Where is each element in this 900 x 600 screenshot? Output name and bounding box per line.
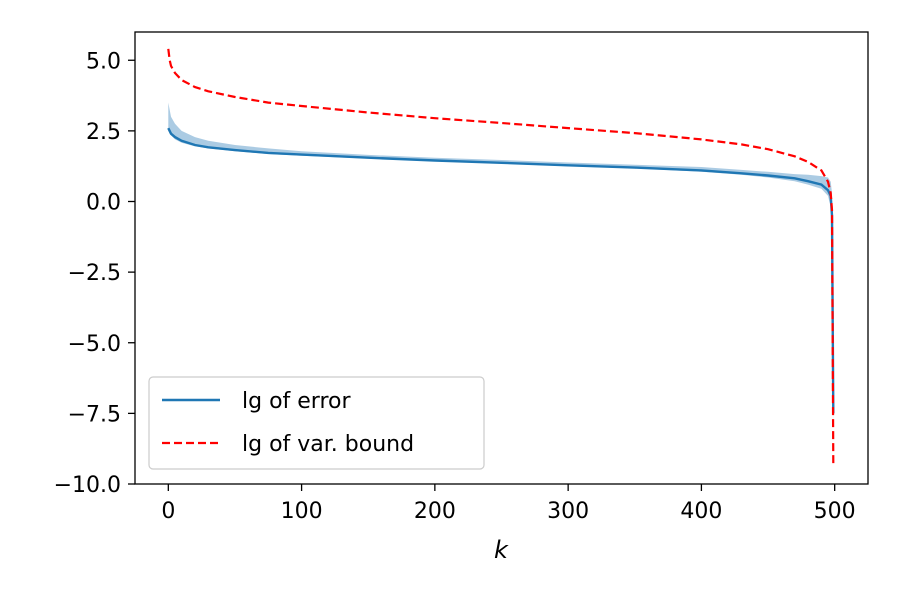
x-tick-label: 100: [281, 499, 323, 524]
x-tick-label: 500: [814, 499, 856, 524]
data-layer: [167, 48, 835, 465]
legend-label-bound: lg of var. bound: [242, 432, 414, 457]
x-tick-label: 0: [161, 499, 175, 524]
y-tick-label: −5.0: [68, 332, 121, 357]
y-tick-label: 2.5: [86, 120, 121, 145]
y-tick-label: −7.5: [68, 402, 121, 427]
legend: lg of error lg of var. bound: [148, 376, 485, 470]
x-axis-label: k: [494, 536, 509, 564]
x-axis: 0 100 200 300 400 500: [161, 484, 856, 524]
x-tick-label: 300: [547, 499, 589, 524]
error-line: [167, 127, 835, 414]
axes-frame: [134, 31, 869, 485]
y-tick-label: 5.0: [86, 49, 121, 74]
y-tick-label: 0.0: [86, 191, 121, 216]
bound-line: [167, 48, 835, 465]
y-tick-label: −10.0: [54, 473, 121, 498]
legend-box: [148, 376, 485, 470]
y-tick-label: −2.5: [68, 261, 121, 286]
x-tick-label: 200: [414, 499, 456, 524]
x-tick-label: 400: [680, 499, 722, 524]
y-axis: 5.0 2.5 0.0 −2.5 −5.0 −7.5 −10.0: [54, 49, 135, 498]
legend-label-error: lg of error: [242, 389, 351, 414]
